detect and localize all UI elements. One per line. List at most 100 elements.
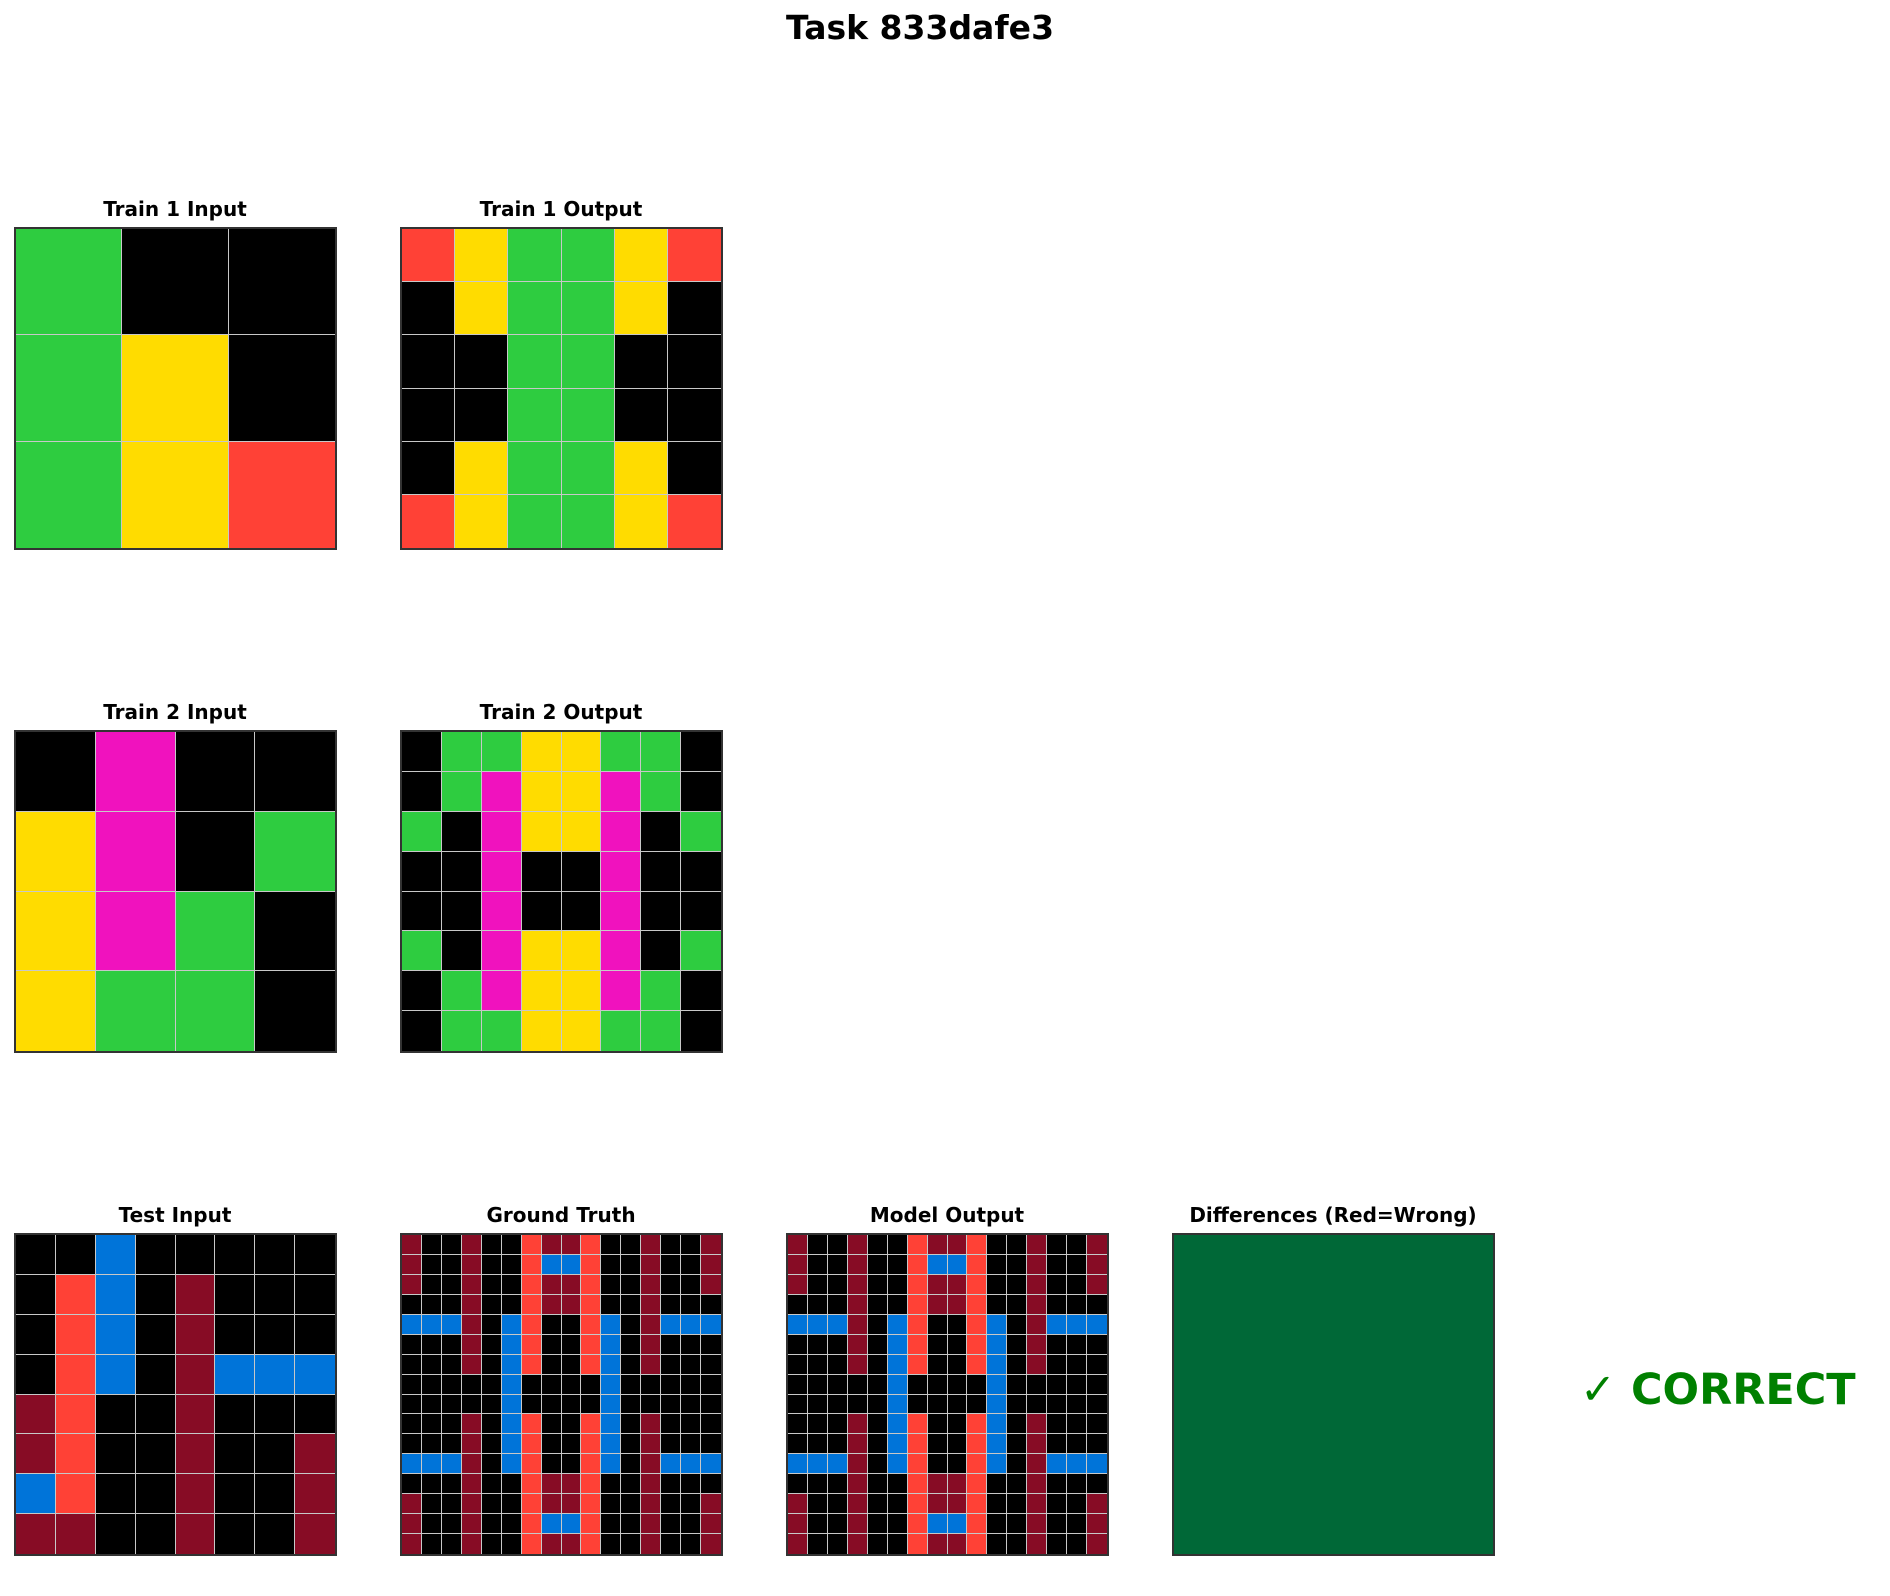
panel-title-train-1-output: Train 1 Output — [479, 197, 643, 221]
grid-cell — [481, 1394, 502, 1415]
grid-cell — [441, 1474, 462, 1495]
grid-cell — [122, 229, 229, 336]
grid-cell — [561, 1454, 582, 1475]
grid-cell — [1047, 1314, 1068, 1335]
grid-cell — [621, 1394, 642, 1415]
grid-cell — [601, 732, 642, 772]
grid-cell — [867, 1414, 888, 1435]
grid-cell — [521, 1454, 542, 1475]
grid-cell — [1007, 1434, 1028, 1455]
grid-cell — [967, 1494, 988, 1515]
grid-cell — [1027, 1454, 1048, 1475]
grid-cell — [521, 1534, 542, 1554]
grid-cell — [508, 335, 562, 389]
grid-cell — [541, 1434, 562, 1455]
grid-cell — [461, 1414, 482, 1435]
grid-cell — [641, 1394, 662, 1415]
grid-cell — [1007, 1254, 1028, 1275]
grid-cell — [501, 1354, 522, 1375]
grid-cell — [255, 1474, 296, 1515]
grid-cell — [987, 1334, 1008, 1355]
grid-cell — [402, 771, 442, 812]
grid-cell — [402, 1274, 422, 1295]
grid-cell — [541, 1354, 562, 1375]
grid-cell — [1087, 1294, 1107, 1315]
grid-cell — [295, 1274, 335, 1315]
grid-cell — [295, 1394, 335, 1435]
grid-cell — [441, 1334, 462, 1355]
grid-cell — [95, 1314, 136, 1355]
grid-cell — [561, 1314, 582, 1335]
grid-cell — [827, 1414, 848, 1435]
grid-cell — [661, 1534, 682, 1554]
grid-cell — [402, 282, 456, 336]
grid-cell — [641, 1474, 662, 1495]
grid-cell — [1087, 1414, 1107, 1435]
grid-cell — [907, 1534, 928, 1554]
grid-cell — [122, 441, 229, 548]
grid-cell — [402, 335, 456, 389]
grid-cell — [601, 1534, 622, 1554]
grid-cell — [16, 971, 96, 1051]
grid-cell — [481, 1294, 502, 1315]
grid-cell — [621, 1454, 642, 1475]
train-2-output-grid — [400, 730, 723, 1053]
grid-cell — [601, 1434, 622, 1455]
grid-cell — [561, 441, 615, 495]
grid-cell — [887, 1454, 908, 1475]
grid-cell — [681, 1254, 702, 1275]
grid-cell — [1067, 1434, 1088, 1455]
grid-cell — [887, 1394, 908, 1415]
grid-cell — [601, 1274, 622, 1295]
grid-cell — [95, 971, 176, 1051]
grid-cell — [541, 1474, 562, 1495]
grid-cell — [16, 1314, 56, 1355]
grid-cell — [1067, 1334, 1088, 1355]
grid-cell — [621, 1494, 642, 1515]
grid-cell — [1087, 1254, 1107, 1275]
grid-cell — [441, 732, 482, 772]
grid-cell — [295, 1474, 335, 1515]
grid-cell — [521, 811, 562, 852]
grid-cell — [601, 931, 642, 972]
grid-cell — [455, 229, 509, 283]
grid-cell — [441, 1414, 462, 1435]
grid-cell — [501, 1274, 522, 1295]
grid-cell — [561, 1294, 582, 1315]
grid-cell — [55, 1474, 96, 1515]
grid-cell — [967, 1394, 988, 1415]
grid-cell — [135, 1314, 176, 1355]
grid-cell — [827, 1494, 848, 1515]
grid-cell — [521, 1394, 542, 1415]
grid-cell — [807, 1434, 828, 1455]
grid-cell — [255, 1235, 296, 1275]
grid-cell — [55, 1514, 96, 1554]
grid-cell — [421, 1414, 442, 1435]
grid-cell — [501, 1294, 522, 1315]
grid-cell — [701, 1394, 721, 1415]
grid-cell — [788, 1294, 808, 1315]
grid-cell — [16, 229, 123, 336]
grid-cell — [701, 1474, 721, 1495]
grid-cell — [1067, 1394, 1088, 1415]
ground-truth-grid — [400, 1233, 723, 1556]
grid-cell — [481, 1374, 502, 1395]
train-1-input-grid — [14, 227, 337, 550]
grid-cell — [681, 1434, 702, 1455]
grid-cell — [1047, 1235, 1068, 1255]
grid-cell — [621, 1294, 642, 1315]
grid-cell — [847, 1414, 868, 1435]
grid-cell — [667, 282, 721, 336]
grid-cell — [661, 1294, 682, 1315]
grid-cell — [621, 1514, 642, 1535]
grid-cell — [1047, 1294, 1068, 1315]
grid-cell — [867, 1274, 888, 1295]
grid-cell — [295, 1354, 335, 1395]
grid-cell — [681, 1494, 702, 1515]
grid-cell — [481, 1314, 502, 1335]
grid-cell — [421, 1434, 442, 1455]
grid-cell — [847, 1314, 868, 1335]
grid-cell — [521, 732, 562, 772]
grid-cell — [481, 1414, 502, 1435]
grid-cell — [641, 1434, 662, 1455]
